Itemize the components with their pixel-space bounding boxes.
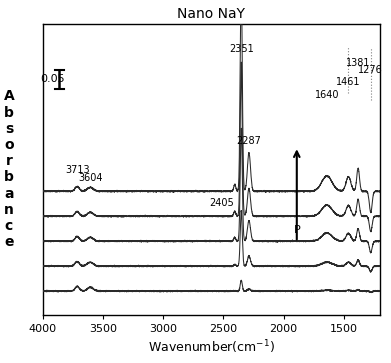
Text: 1461: 1461 xyxy=(336,77,361,87)
Title: Nano NaY: Nano NaY xyxy=(177,7,245,21)
X-axis label: Wavenumber(cm$^{-1}$): Wavenumber(cm$^{-1}$) xyxy=(148,338,275,356)
Text: 2287: 2287 xyxy=(237,136,262,146)
Text: 2405: 2405 xyxy=(209,198,233,208)
Text: A
b
s
o
r
b
a
n
c
e: A b s o r b a n c e xyxy=(4,90,14,249)
Text: 1381: 1381 xyxy=(346,58,370,68)
Text: P: P xyxy=(294,225,301,234)
Text: 0.05: 0.05 xyxy=(40,74,65,84)
Text: 3604: 3604 xyxy=(78,173,102,183)
Text: 3713: 3713 xyxy=(65,165,90,175)
Text: 1640: 1640 xyxy=(315,90,339,100)
Text: 2351: 2351 xyxy=(229,44,254,54)
Text: 1276: 1276 xyxy=(359,65,383,76)
